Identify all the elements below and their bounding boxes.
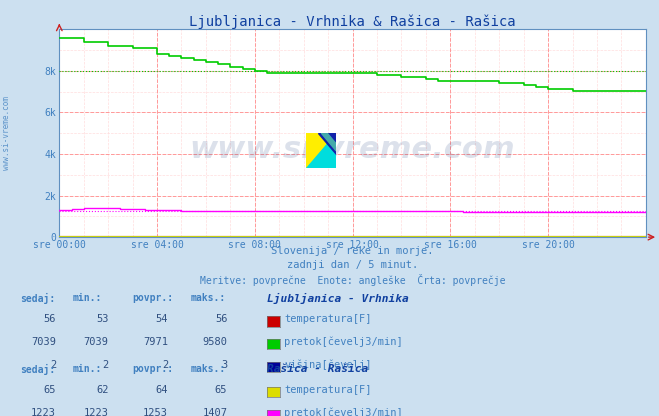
- Text: 1253: 1253: [143, 408, 168, 416]
- Text: 1407: 1407: [202, 408, 227, 416]
- Text: maks.:: maks.:: [191, 293, 226, 303]
- Text: Ljubljanica - Vrhnika & Rašica - Rašica: Ljubljanica - Vrhnika & Rašica - Rašica: [189, 15, 516, 29]
- Polygon shape: [306, 133, 336, 168]
- Text: višina[čevelj]: višina[čevelj]: [284, 360, 372, 370]
- Text: 53: 53: [96, 314, 109, 324]
- Text: pretok[čevelj3/min]: pretok[čevelj3/min]: [284, 337, 403, 347]
- Text: temperatura[F]: temperatura[F]: [284, 385, 372, 395]
- Polygon shape: [306, 133, 336, 168]
- Text: 2: 2: [162, 360, 168, 370]
- Text: 2: 2: [50, 360, 56, 370]
- Text: www.si-vreme.com: www.si-vreme.com: [190, 135, 515, 164]
- Text: 64: 64: [156, 385, 168, 395]
- Text: temperatura[F]: temperatura[F]: [284, 314, 372, 324]
- Text: min.:: min.:: [72, 364, 102, 374]
- Text: sedaj:: sedaj:: [20, 293, 55, 305]
- Text: 7039: 7039: [84, 337, 109, 347]
- Text: 1223: 1223: [31, 408, 56, 416]
- Text: Ljubljanica - Vrhnika: Ljubljanica - Vrhnika: [267, 293, 409, 304]
- Text: www.si-vreme.com: www.si-vreme.com: [2, 96, 11, 170]
- Text: povpr.:: povpr.:: [132, 364, 173, 374]
- Text: 9580: 9580: [202, 337, 227, 347]
- Text: Meritve: povprečne  Enote: angleške  Črta: povprečje: Meritve: povprečne Enote: angleške Črta:…: [200, 274, 505, 286]
- Polygon shape: [322, 133, 336, 151]
- Text: 56: 56: [215, 314, 227, 324]
- Text: 7971: 7971: [143, 337, 168, 347]
- Text: 56: 56: [43, 314, 56, 324]
- Text: 3: 3: [221, 360, 227, 370]
- Text: 1223: 1223: [84, 408, 109, 416]
- Text: min.:: min.:: [72, 293, 102, 303]
- Text: pretok[čevelj3/min]: pretok[čevelj3/min]: [284, 408, 403, 416]
- Text: 7039: 7039: [31, 337, 56, 347]
- Text: zadnji dan / 5 minut.: zadnji dan / 5 minut.: [287, 260, 418, 270]
- Text: 62: 62: [96, 385, 109, 395]
- Text: maks.:: maks.:: [191, 364, 226, 374]
- Polygon shape: [318, 133, 336, 154]
- Text: sedaj:: sedaj:: [20, 364, 55, 375]
- Text: 2: 2: [103, 360, 109, 370]
- Text: povpr.:: povpr.:: [132, 293, 173, 303]
- Text: 65: 65: [43, 385, 56, 395]
- Text: 65: 65: [215, 385, 227, 395]
- Text: 54: 54: [156, 314, 168, 324]
- Text: Rašica - Rašica: Rašica - Rašica: [267, 364, 368, 374]
- Text: Slovenija / reke in morje.: Slovenija / reke in morje.: [272, 246, 434, 256]
